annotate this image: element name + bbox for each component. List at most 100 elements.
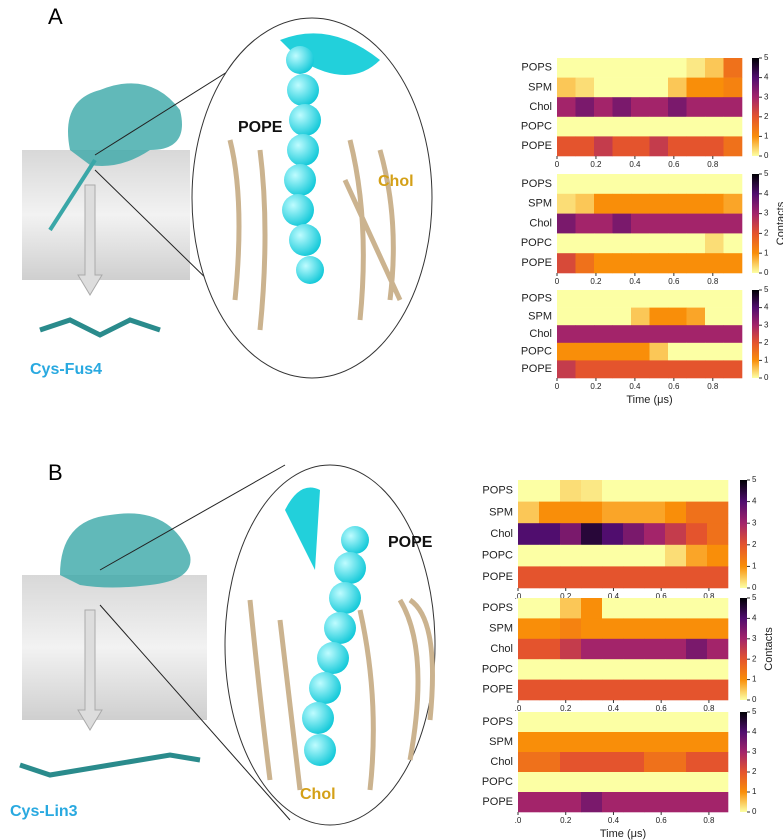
heat-cell [665, 732, 687, 753]
heat-cell [686, 566, 708, 589]
panel-a-illustration [22, 17, 433, 379]
heat-cell [668, 58, 687, 78]
colorbar-tick-label: 5 [752, 593, 757, 602]
heat-cell [539, 618, 561, 640]
heat-cell [631, 325, 650, 344]
heat-cell [575, 307, 595, 326]
heat-cell [581, 732, 603, 753]
heat-cell [665, 598, 687, 619]
heat-cell [631, 193, 650, 214]
heat-cell [560, 566, 582, 589]
colorbar-label: Contacts [775, 201, 783, 245]
heat-cell [707, 679, 729, 701]
heat-cell [649, 193, 669, 214]
colorbar [740, 480, 747, 588]
x-tick-label: 0.2 [590, 382, 602, 391]
row-label: POPS [482, 485, 513, 497]
heat-cell [575, 233, 595, 254]
heat-cell [581, 566, 603, 589]
colorbar-tick-label: 4 [764, 189, 769, 198]
heat-cell [705, 342, 724, 361]
colorbar-tick-label: 2 [764, 229, 769, 238]
colorbar-label: Contacts [763, 627, 775, 671]
heat-cell [581, 598, 603, 619]
heat-cell [518, 772, 540, 793]
heat-cell [575, 193, 595, 214]
protein-loop [280, 33, 380, 75]
heat-cell [581, 523, 603, 546]
heat-cell [705, 233, 724, 254]
membrane [22, 575, 207, 720]
heat-cell [668, 97, 687, 118]
heat-cell [539, 501, 561, 524]
row-label: SPM [528, 81, 552, 93]
colorbar-tick-label: 0 [764, 268, 769, 277]
heat-cell [623, 523, 645, 546]
x-tick-label: 0.6 [656, 704, 668, 713]
x-tick-label: 0.4 [608, 704, 620, 713]
heat-cell [518, 679, 540, 701]
heat-cell [649, 174, 669, 195]
colorbar-tick-label: 4 [764, 303, 769, 312]
row-label: POPE [521, 257, 552, 269]
heat-cell [581, 659, 603, 680]
heat-cell [631, 58, 650, 78]
row-label: POPE [521, 140, 552, 152]
x-axis-label: Time (μs) [600, 828, 646, 840]
heat-cell [668, 325, 687, 344]
x-tick-label: 0.6 [656, 816, 668, 825]
heat-cell [612, 342, 632, 361]
colorbar-tick-label: 3 [764, 209, 769, 218]
heat-cell [518, 792, 540, 813]
heat-cell [668, 136, 687, 157]
helix [48, 158, 97, 232]
heat-cell [649, 97, 669, 118]
protein-loop [285, 487, 320, 570]
colorbar-tick-label: 5 [764, 53, 769, 62]
row-label: POPC [482, 550, 513, 562]
heat-cell [575, 325, 595, 344]
heat-cell [581, 712, 603, 733]
x-tick-label: .0 [515, 816, 522, 825]
heat-cell [631, 136, 650, 157]
colorbar-tick-label: 1 [752, 562, 757, 571]
heat-cell [665, 679, 687, 701]
heat-cell [594, 233, 613, 254]
heat-cell [623, 659, 645, 680]
heat-cell [623, 618, 645, 640]
heat-cell [518, 501, 540, 524]
heat-cell [707, 752, 729, 773]
heat-cell [644, 732, 666, 753]
ligand-label: Cys-Lin3 [10, 803, 78, 820]
heat-cell [602, 732, 624, 753]
heat-cell [649, 253, 669, 274]
heat-cell [668, 253, 687, 274]
x-axis-label: Time (μs) [626, 394, 672, 406]
heat-cell [686, 544, 708, 567]
protein [68, 83, 182, 166]
heat-cell [602, 501, 624, 524]
heat-cell [602, 480, 624, 502]
x-tick-label: 0.2 [590, 277, 602, 286]
colorbar-tick-label: 2 [764, 338, 769, 347]
heat-cell [539, 752, 561, 773]
heat-cell [602, 566, 624, 589]
heat-cell [539, 772, 561, 793]
heat-cell [575, 116, 595, 137]
heat-cell [686, 752, 708, 773]
heat-cell [631, 253, 650, 274]
heat-cell [707, 772, 729, 793]
heat-cell [623, 566, 645, 589]
heat-cell [665, 772, 687, 793]
lipid-label: POPE [238, 119, 283, 136]
heat-cell [705, 253, 724, 274]
heat-cell [602, 752, 624, 773]
heat-cell [644, 792, 666, 813]
heat-cell [723, 307, 743, 326]
row-label: SPM [489, 736, 513, 748]
heat-cell [649, 360, 669, 379]
heat-cell [723, 116, 743, 137]
x-tick-label: 0.6 [656, 592, 668, 601]
